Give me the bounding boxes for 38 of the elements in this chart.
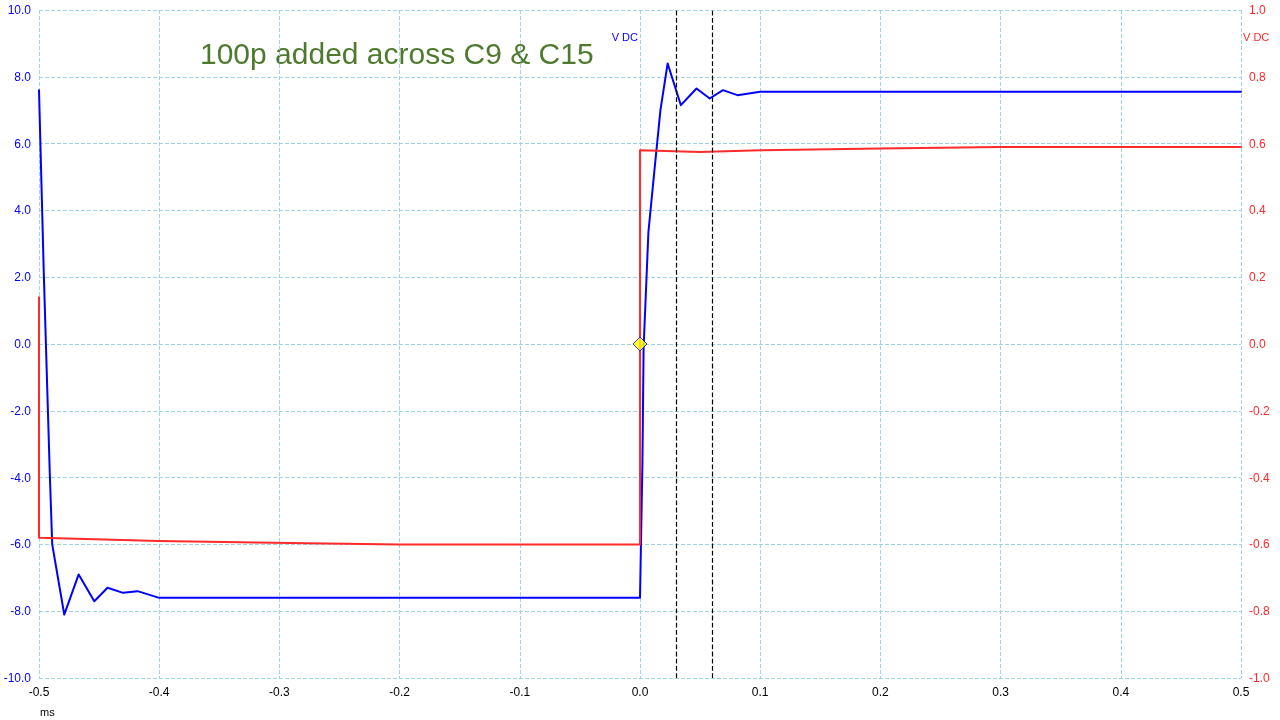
y2-tick-label: -0.8 (1249, 604, 1270, 619)
x-tick-label: -0.5 (28, 685, 50, 699)
y-axis-title: V DC (611, 31, 639, 43)
x-tick-label: 0.4 (1112, 685, 1130, 699)
y2-tick-label: 0.4 (1249, 203, 1267, 218)
y-tick-label: 10.0 (7, 3, 32, 17)
y2-tick-label: -1.0 (1249, 671, 1270, 685)
y2-tick-label: 0.8 (1249, 69, 1267, 84)
annotation: 100p added across C9 & C15 (200, 36, 594, 70)
x-tick-label: -0.2 (389, 685, 411, 699)
x-axis-title: ms (40, 705, 56, 718)
y-tick-label: 0.0 (14, 337, 32, 351)
y-tick-label: -10.0 (3, 671, 32, 685)
x-tick-label: 0.1 (751, 685, 769, 699)
y2-tick-label: 0.2 (1249, 270, 1267, 285)
y2-tick-label: 0.6 (1249, 136, 1267, 151)
x-tick-label: -0.3 (269, 685, 291, 699)
y-tick-label: 8.0 (14, 69, 32, 84)
y-tick-label: -8.0 (10, 604, 32, 619)
y2-tick-label: -0.4 (1249, 470, 1270, 485)
x-tick-label: 0.2 (872, 685, 890, 699)
y2-tick-label: -0.2 (1249, 403, 1270, 418)
y-tick-label: -4.0 (10, 470, 32, 485)
y-tick-label: -2.0 (10, 403, 32, 418)
y-tick-label: 6.0 (14, 136, 32, 151)
x-tick-label: -0.1 (509, 685, 531, 699)
y2-tick-label: 1.0 (1249, 3, 1267, 17)
y2-tick-label: -0.6 (1249, 537, 1270, 552)
y-tick-label: 2.0 (14, 270, 32, 285)
line-series (38, 145, 1242, 546)
y2-axis-title: V DC (1243, 31, 1270, 43)
y2-tick-label: 0.0 (1249, 337, 1267, 351)
x-tick-label: 0.5 (1232, 685, 1250, 699)
x-tick-label: 0.3 (992, 685, 1010, 699)
x-tick-label: 0.0 (631, 685, 649, 699)
y-tick-label: 4.0 (14, 203, 32, 218)
y-tick-label: -6.0 (10, 537, 32, 552)
x-tick-label: -0.4 (148, 685, 170, 699)
